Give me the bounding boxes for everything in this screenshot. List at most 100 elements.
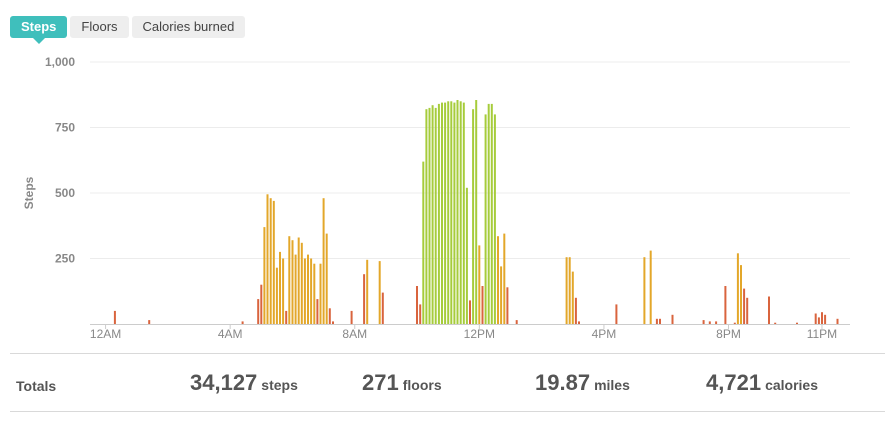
steps-bar <box>817 317 820 324</box>
totals-label: Totals <box>16 378 57 394</box>
steps-bar <box>649 250 652 324</box>
steps-bar <box>574 297 577 324</box>
steps-bar <box>708 321 711 324</box>
totals-divider-bottom <box>10 411 885 412</box>
steps-bar <box>332 321 334 324</box>
steps-bar <box>459 101 462 324</box>
total-steps: 34,127 steps <box>190 370 298 396</box>
steps-bar <box>456 100 459 324</box>
steps-bar <box>487 103 490 325</box>
steps-bar <box>282 258 285 324</box>
steps-bar <box>493 114 496 325</box>
steps-bar <box>615 304 618 324</box>
steps-bar <box>821 312 823 324</box>
total-floors: 271 floors <box>362 370 442 396</box>
steps-bar <box>437 103 440 325</box>
steps-bar <box>568 257 571 324</box>
steps-bar <box>416 286 418 324</box>
steps-bar <box>472 109 475 324</box>
y-tick-label: 750 <box>55 121 75 135</box>
steps-bar <box>431 105 434 324</box>
steps-bar <box>148 320 151 324</box>
steps-bar <box>272 200 275 324</box>
steps-bar <box>490 103 493 325</box>
steps-bar <box>275 267 278 324</box>
total-floors-unit: floors <box>402 377 442 393</box>
steps-bar <box>671 314 674 324</box>
steps-bar <box>824 314 827 324</box>
y-tick-label: 500 <box>55 186 75 200</box>
steps-bar <box>419 304 422 324</box>
total-steps-unit: steps <box>261 377 298 393</box>
steps-bar <box>269 198 272 324</box>
steps-bar <box>836 318 839 324</box>
total-miles-unit: miles <box>594 377 630 393</box>
steps-bar <box>715 321 718 324</box>
steps-bar <box>481 286 484 324</box>
steps-bar <box>500 266 503 324</box>
steps-bar <box>316 299 319 324</box>
steps-bar <box>506 287 509 324</box>
steps-bar <box>655 318 658 324</box>
steps-bar <box>659 318 661 324</box>
steps-bar <box>297 237 300 324</box>
steps-bar <box>733 322 736 324</box>
total-calories: 4,721 calories <box>706 370 818 396</box>
steps-bar <box>740 265 742 324</box>
steps-bar <box>743 288 746 324</box>
total-calories-value: 4,721 <box>706 370 762 395</box>
steps-bar <box>422 161 425 324</box>
steps-bar <box>484 114 487 325</box>
total-miles: 19.87 miles <box>535 370 630 396</box>
steps-bar <box>322 198 325 324</box>
steps-bar <box>571 271 574 324</box>
steps-bar <box>113 310 116 324</box>
steps-bar <box>724 286 727 324</box>
steps-bar <box>266 194 269 324</box>
steps-bar <box>441 102 443 324</box>
x-tick-label: 4PM <box>592 327 617 341</box>
totals-divider-top <box>10 353 885 354</box>
tab-calories-burned[interactable]: Calories burned <box>131 16 246 38</box>
tab-steps[interactable]: Steps <box>10 16 68 44</box>
steps-bar <box>425 109 428 324</box>
steps-bar <box>702 320 705 324</box>
x-tick-label: 8PM <box>716 327 741 341</box>
total-steps-value: 34,127 <box>190 370 258 395</box>
steps-bar <box>447 101 450 324</box>
total-floors-value: 271 <box>362 370 399 395</box>
steps-bar <box>450 101 453 324</box>
steps-bar <box>381 292 384 324</box>
x-tick-label: 12PM <box>464 327 495 341</box>
steps-bar <box>279 251 281 324</box>
total-miles-value: 19.87 <box>535 370 591 395</box>
steps-bar <box>497 236 499 324</box>
steps-bar <box>736 253 739 324</box>
steps-bar <box>565 257 568 324</box>
steps-bar <box>475 100 478 324</box>
steps-bar <box>303 258 306 324</box>
steps-bar <box>291 240 294 324</box>
x-tick-label: 8AM <box>342 327 367 341</box>
steps-bar <box>453 102 456 324</box>
steps-bar <box>257 299 260 324</box>
steps-bar <box>350 310 353 324</box>
steps-bar <box>796 322 798 324</box>
steps-bar <box>503 233 506 324</box>
steps-bar <box>444 102 447 324</box>
steps-chart: 250 500 750 1,000 Steps 12AM 4AM 8AM 12PM 4PM 8PM 1… <box>22 55 850 341</box>
steps-bar <box>300 242 303 324</box>
y-axis-label: Steps <box>22 176 36 209</box>
steps-bar <box>263 227 266 324</box>
steps-bar <box>325 233 328 324</box>
tab-floors[interactable]: Floors <box>70 16 129 38</box>
steps-bar <box>746 297 749 324</box>
steps-bar <box>428 107 431 325</box>
metric-tabs: Steps Floors Calories burned <box>10 16 246 44</box>
steps-bar <box>313 263 316 324</box>
steps-bar <box>366 259 369 324</box>
steps-bar <box>294 254 297 324</box>
steps-bar <box>774 322 777 324</box>
steps-bar <box>768 296 770 324</box>
steps-bar <box>260 284 263 324</box>
